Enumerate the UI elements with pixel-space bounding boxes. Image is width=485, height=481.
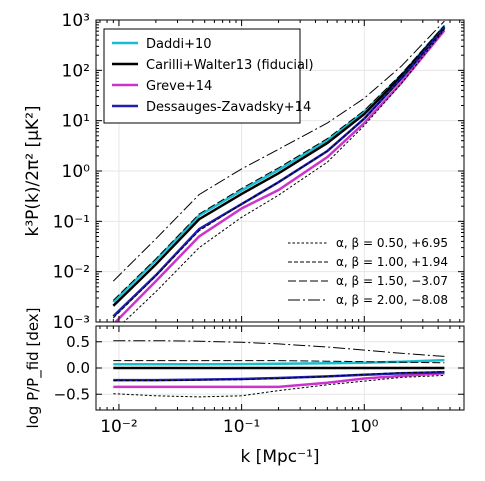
bottom-y-axis-label: log P/P_fid [dex] xyxy=(24,307,43,428)
legend-label: Daddi+10 xyxy=(146,37,212,52)
series-line xyxy=(113,372,445,389)
series-line xyxy=(112,20,445,282)
y-tick-label: 10¹ xyxy=(62,112,90,132)
legend-parameters: α, β = 0.50, +6.95 α, β = 1.00, +1.94 α, β… xyxy=(288,236,448,307)
series-line xyxy=(113,360,445,364)
y-tick-label: 0.5 xyxy=(66,333,90,351)
series-line xyxy=(113,371,445,382)
x-axis-label: k [Mpc⁻¹] xyxy=(240,447,319,467)
x-tick-label: 10⁻¹ xyxy=(223,417,260,437)
series-line xyxy=(112,26,446,307)
y-tick-label: 10⁻¹ xyxy=(53,212,90,232)
y-tick-label: 10⁻² xyxy=(53,263,90,283)
series-line xyxy=(113,374,445,398)
series-line xyxy=(112,25,445,301)
bottom-panel: −0.5 0.0 0.5 10⁻² 10⁻¹ 10⁰ log P/P_fid [dex]… xyxy=(24,307,465,467)
legend-label: α, β = 0.50, +6.95 xyxy=(336,236,448,250)
y-tick-label: −0.5 xyxy=(54,385,90,403)
series-line xyxy=(113,340,445,357)
bottom-series xyxy=(113,340,445,398)
series-line xyxy=(112,26,446,318)
legend-datasets: Daddi+10 Carilli+Walter13 (fiducial) Greve… xyxy=(103,28,314,124)
legend-label: Dessauges-Zavadsky+14 xyxy=(146,100,311,115)
legend-label: α, β = 1.50, −3.07 xyxy=(336,274,448,288)
legend-label: α, β = 2.00, −8.08 xyxy=(336,293,448,307)
x-tick-label: 10⁻² xyxy=(100,417,137,437)
legend-label: Greve+14 xyxy=(146,79,212,94)
y-tick-label: 10² xyxy=(62,61,90,81)
bottom-y-ticks: −0.5 0.0 0.5 xyxy=(54,333,464,403)
legend-label: α, β = 1.00, +1.94 xyxy=(336,255,448,269)
x-tick-label: 10⁰ xyxy=(350,417,379,437)
series-line xyxy=(112,27,445,319)
top-series xyxy=(112,20,446,322)
top-panel: 10⁻³ 10⁻² 10⁻¹ 10⁰ 10¹ 10² 10³ k³P(k)/2π² [μK²… xyxy=(23,11,465,333)
legend-box xyxy=(103,28,301,124)
top-x-ticks xyxy=(99,20,461,322)
series-line xyxy=(113,29,446,322)
y-tick-label: 0.0 xyxy=(66,359,90,377)
legend-label: Carilli+Walter13 (fiducial) xyxy=(146,58,314,73)
y-tick-label: 10³ xyxy=(62,11,90,31)
bottom-x-ticks: 10⁻² 10⁻¹ 10⁰ xyxy=(99,326,461,437)
top-y-ticks: 10⁻³ 10⁻² 10⁻¹ 10⁰ 10¹ 10² 10³ xyxy=(53,11,464,333)
top-y-axis-label: k³P(k)/2π² [μK²] xyxy=(23,105,43,236)
y-tick-label: 10⁰ xyxy=(62,162,91,182)
y-tick-label: 10⁻³ xyxy=(53,313,90,333)
